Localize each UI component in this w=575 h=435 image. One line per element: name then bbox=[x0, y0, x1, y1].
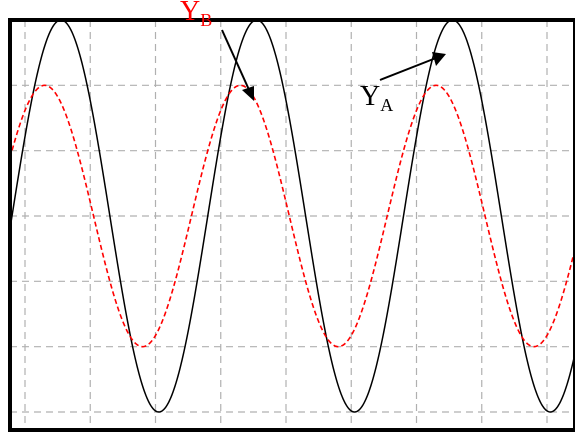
trace-yb bbox=[9, 84, 575, 348]
series-label-yb: YB bbox=[180, 0, 212, 30]
trace-ya bbox=[9, 19, 575, 413]
arrowhead-ya bbox=[432, 52, 446, 66]
screen-background bbox=[10, 20, 575, 430]
traces bbox=[9, 19, 575, 413]
screen-frame bbox=[8, 18, 575, 432]
arrowhead-yb bbox=[242, 86, 254, 101]
series-label-ya: YA bbox=[360, 81, 393, 115]
arrow-ya bbox=[379, 57, 437, 81]
arrow-yb bbox=[221, 29, 251, 93]
